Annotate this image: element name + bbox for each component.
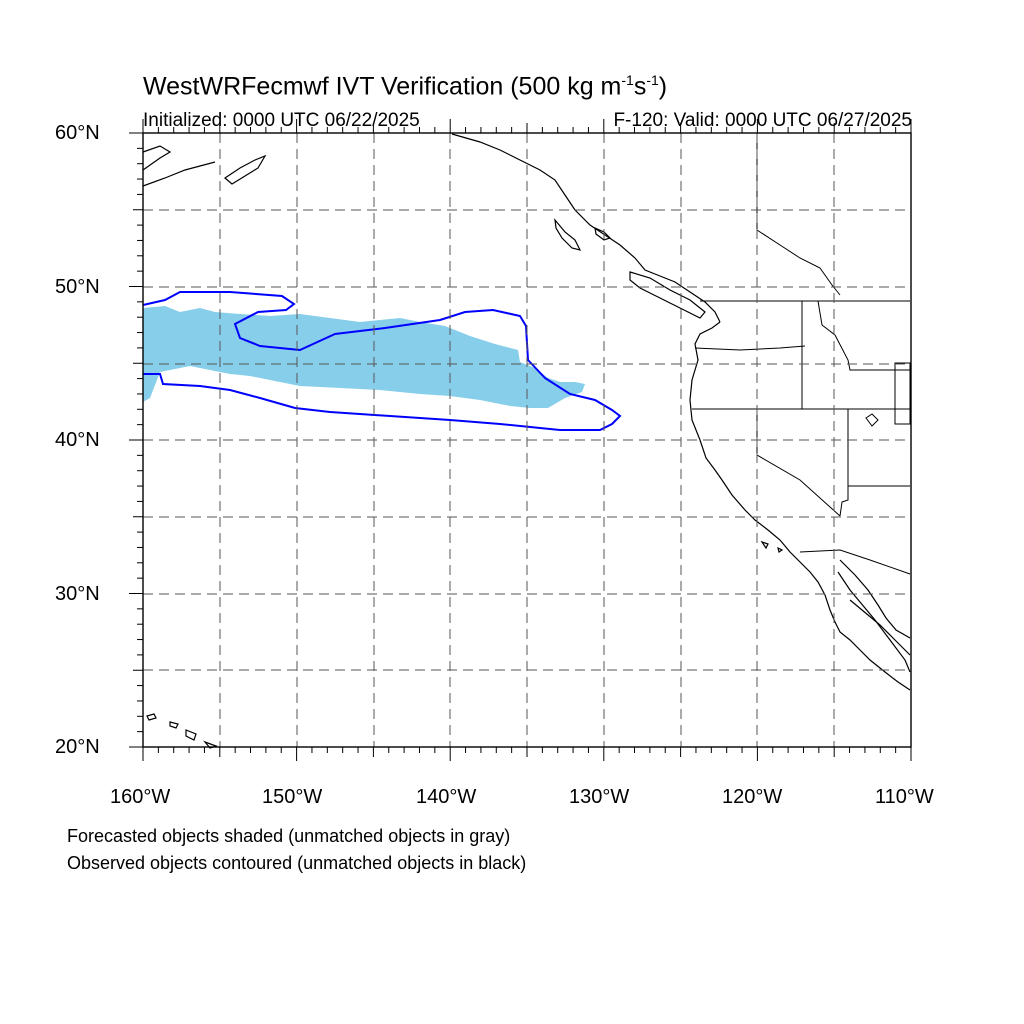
lon-label-160w: 160°W [110,786,171,808]
lon-label-150w: 150°W [262,786,323,808]
initialized-time: Initialized: 0000 UTC 06/22/2025 [143,110,420,131]
baja-inner [837,571,911,673]
lat-label-20: 20°N [55,736,100,758]
kodiak [224,154,267,185]
great-salt-lake [865,413,879,427]
lon-label-120w: 120°W [722,786,783,808]
lon-label-140w: 140°W [416,786,477,808]
idaho-montana-border [817,300,910,371]
vancouver-island [629,271,706,319]
alaska-coast-2 [142,161,216,187]
wyoming-box [894,362,911,425]
lat-label-50: 50°N [55,276,100,298]
gulf-alaska-coast [451,133,721,323]
gridlines [143,133,911,747]
observed-note: Observed objects contoured (unmatched ob… [67,853,527,873]
wa-or-border [694,345,806,351]
hawaii-3 [185,729,197,741]
forecast-note: Forecasted objects shaded (unmatched obj… [67,826,511,846]
us-mexico-border [799,549,911,575]
hawaii-1 [146,713,157,721]
channel-islands [760,540,784,553]
political-boundaries [692,134,911,575]
lat-label-40: 40°N [55,429,100,451]
baja-gulf [839,559,911,639]
haida-gwaii [594,226,612,241]
map-title: WestWRFecmwf IVT Verification (500 kg m-… [143,72,668,101]
alaska-coast [142,145,172,171]
sea-of-cortez-mainland [849,599,911,656]
bc-alberta-border [756,134,841,296]
lat-label-60: 60°N [55,122,100,144]
observed-object-contour [142,291,622,431]
ca-nv-border [756,409,841,517]
bc-islands [554,218,582,251]
forecast-object [143,306,585,408]
nv-az-border [839,409,849,517]
coastlines [142,133,911,749]
axis-ticks [129,119,912,761]
valid-time: F-120: Valid: 0000 UTC 06/27/2025 [613,110,912,131]
hawaii-2 [169,721,179,729]
lon-label-110w: 110°W [875,786,934,808]
lat-label-30: 30°N [55,583,100,605]
lon-label-130w: 130°W [569,786,630,808]
west-coast [689,321,911,691]
